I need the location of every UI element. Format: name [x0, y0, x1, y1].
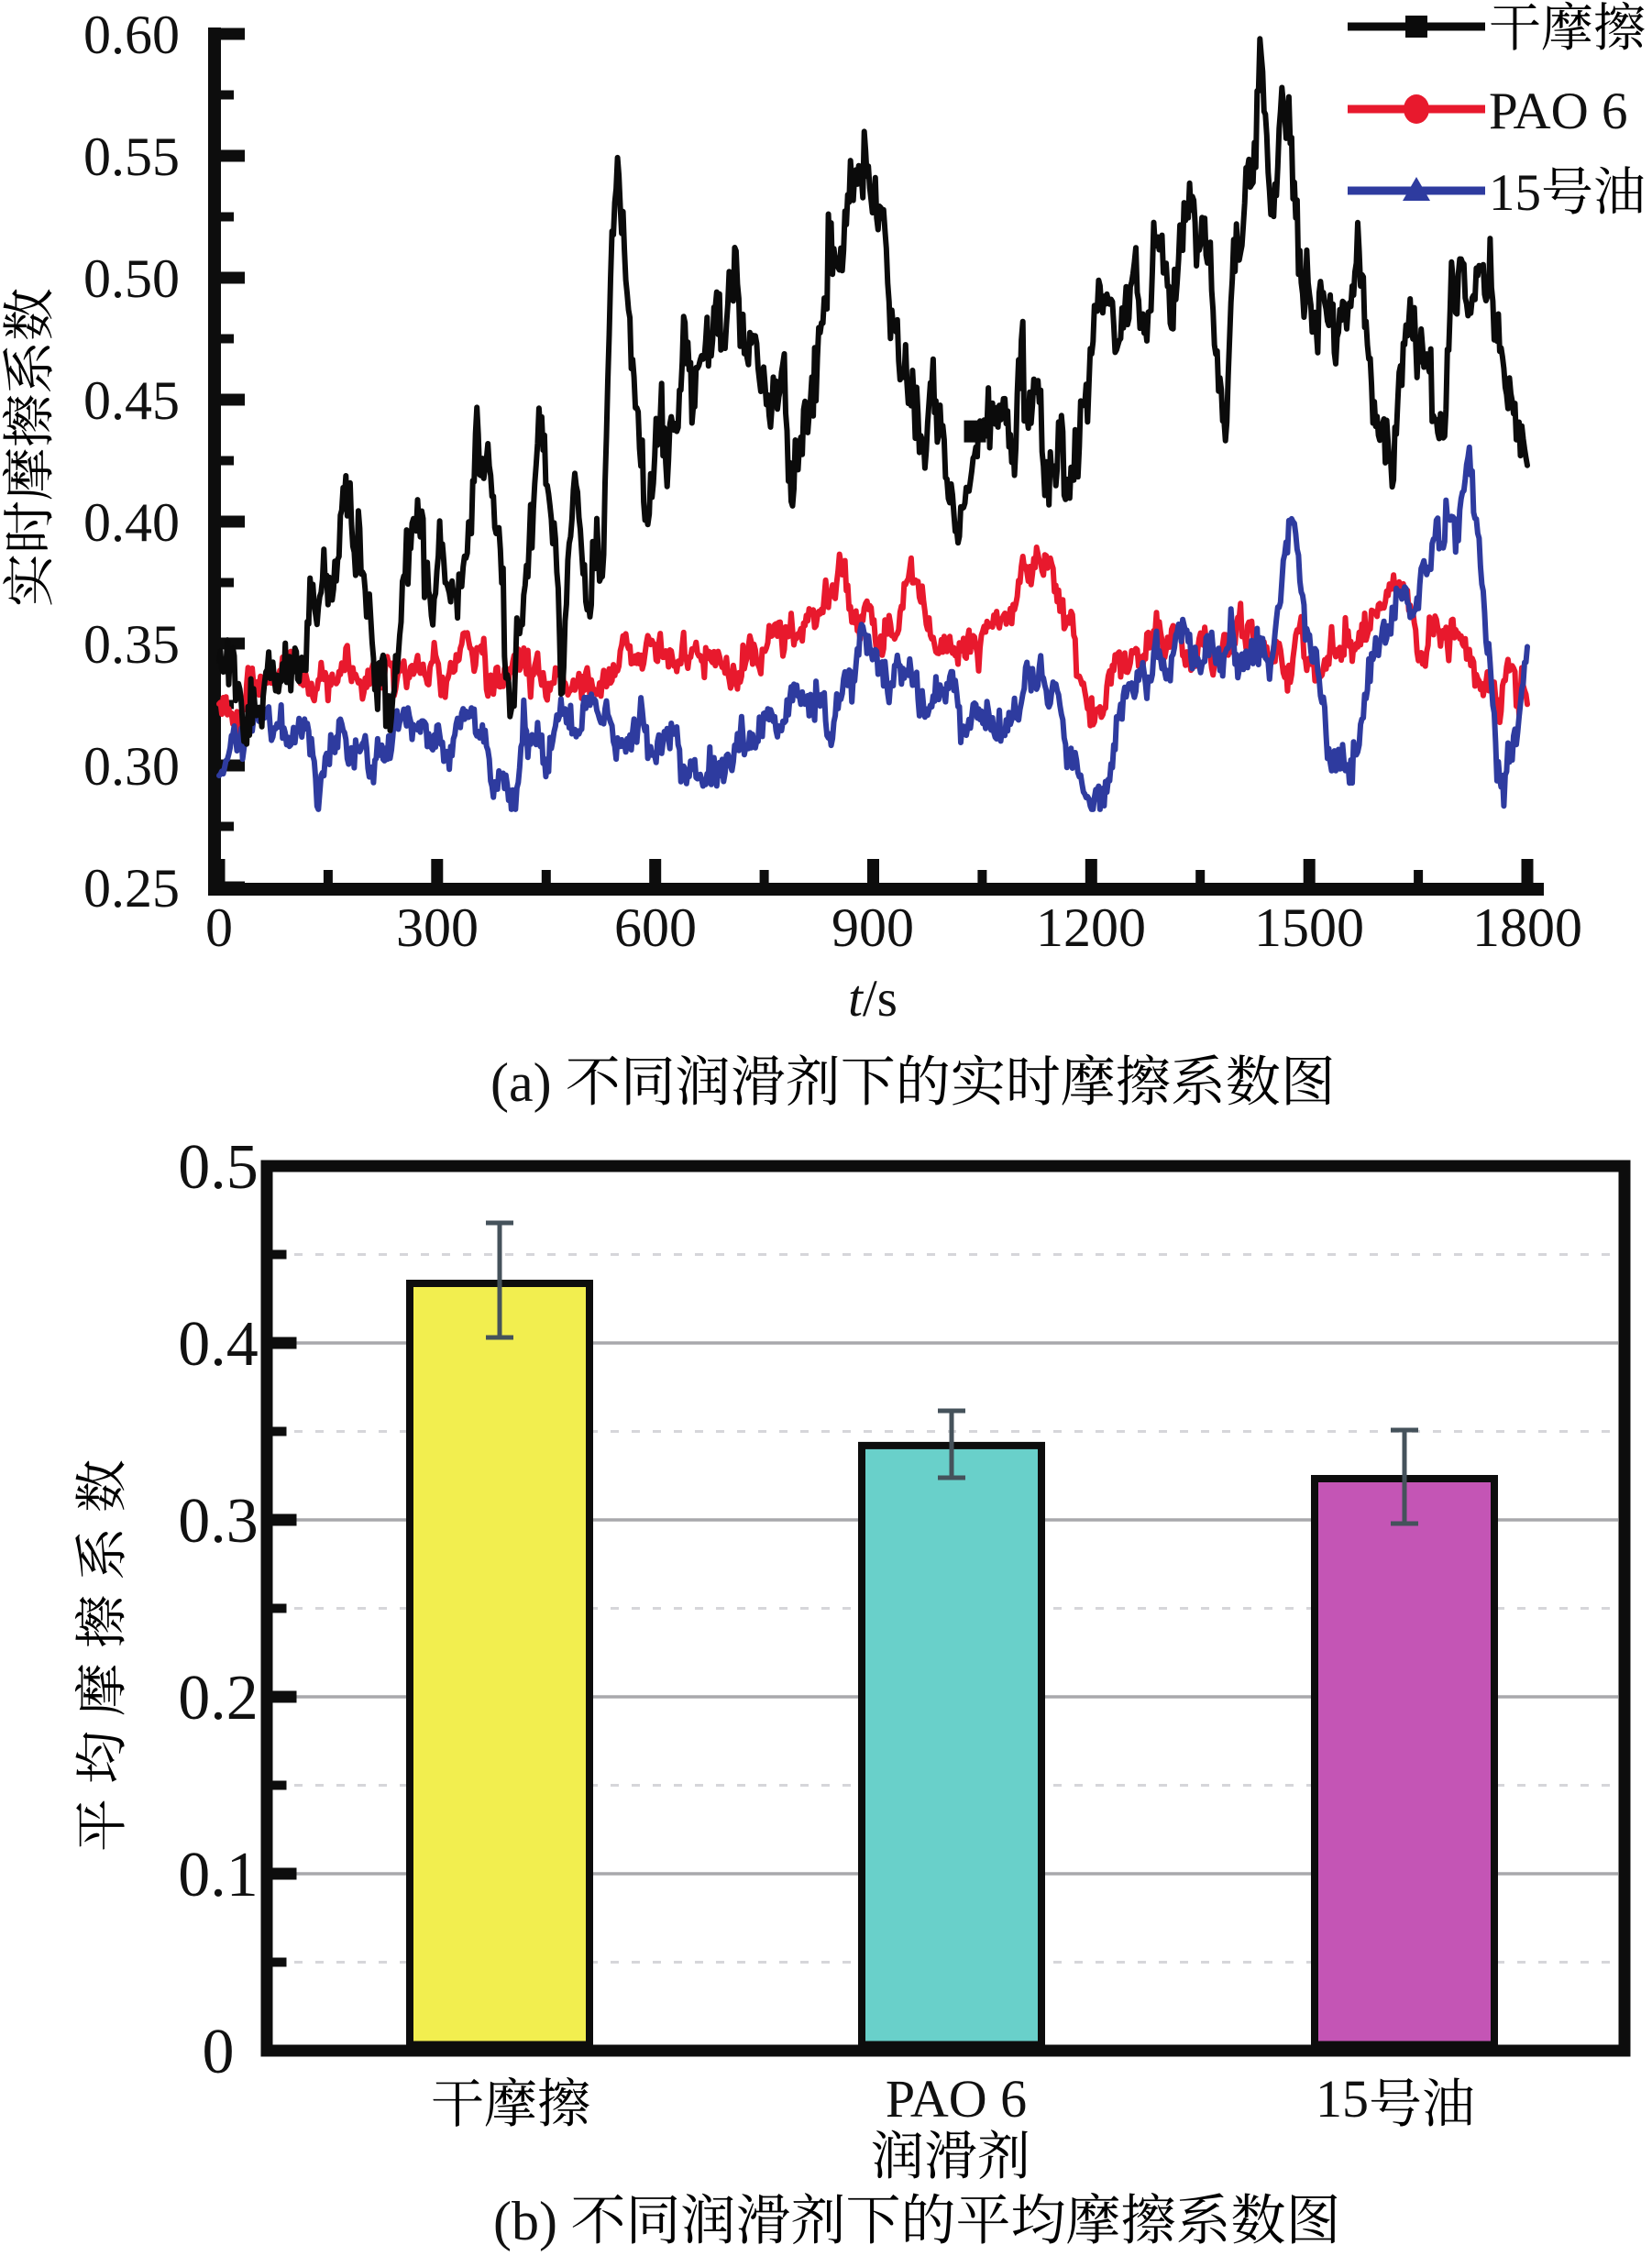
- svg-text:900: 900: [832, 897, 914, 958]
- svg-text:15: 15: [1316, 2069, 1369, 2129]
- svg-text:15: 15: [1489, 164, 1541, 222]
- svg-text:0.4: 0.4: [178, 1309, 259, 1380]
- svg-text:0: 0: [205, 897, 233, 958]
- svg-text:t/s: t/s: [848, 970, 898, 1028]
- svg-text:300: 300: [396, 897, 479, 958]
- svg-text:1500: 1500: [1254, 897, 1364, 958]
- svg-text:1200: 1200: [1036, 897, 1146, 958]
- svg-text:(b): (b): [493, 2191, 557, 2251]
- svg-text:0.35: 0.35: [83, 614, 180, 675]
- svg-text:0.1: 0.1: [178, 1840, 259, 1910]
- svg-text:0.3: 0.3: [178, 1486, 259, 1557]
- svg-text:0.50: 0.50: [83, 248, 180, 309]
- svg-text:(a): (a): [490, 1052, 552, 1113]
- svg-text:0.60: 0.60: [83, 5, 180, 65]
- svg-text:600: 600: [614, 897, 697, 958]
- svg-text:1800: 1800: [1472, 897, 1582, 958]
- svg-text:0.5: 0.5: [178, 1132, 259, 1203]
- svg-text:0.40: 0.40: [83, 492, 180, 553]
- svg-text:0.25: 0.25: [83, 858, 180, 919]
- svg-text:0.45: 0.45: [83, 370, 180, 431]
- svg-text:PAO 6: PAO 6: [1489, 83, 1628, 140]
- svg-text:PAO 6: PAO 6: [886, 2069, 1027, 2129]
- svg-text:0: 0: [203, 2017, 235, 2087]
- svg-text:0.30: 0.30: [83, 736, 180, 797]
- svg-text:0.55: 0.55: [83, 127, 180, 187]
- svg-text:0.2: 0.2: [178, 1663, 259, 1733]
